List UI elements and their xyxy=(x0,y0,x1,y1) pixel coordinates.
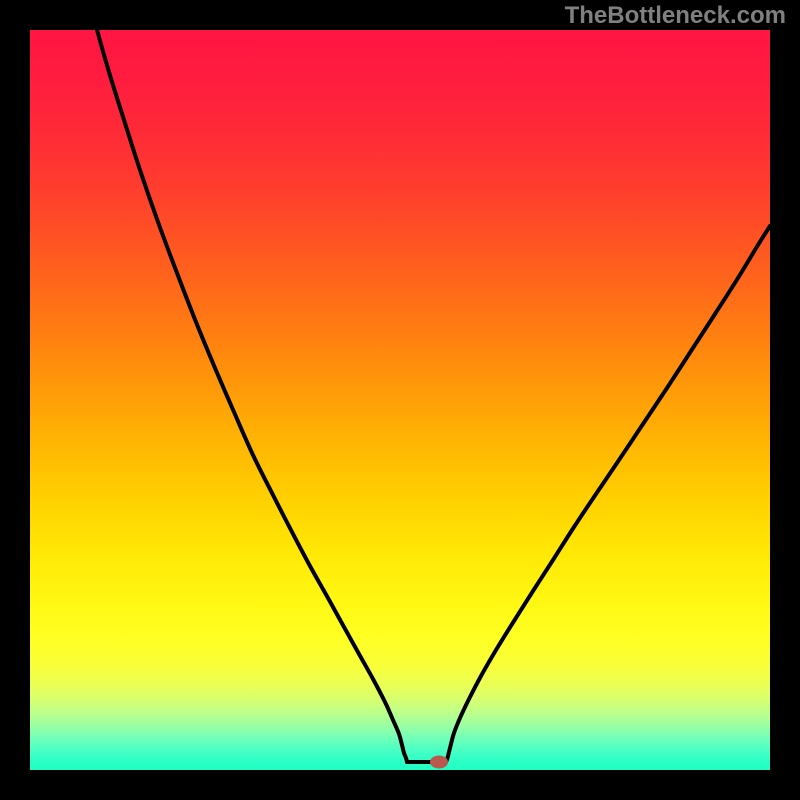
bottleneck-point xyxy=(430,756,448,769)
image-container: TheBottleneck.com xyxy=(0,0,800,800)
watermark-text: TheBottleneck.com xyxy=(565,2,786,30)
bottleneck-curve-plot xyxy=(30,30,770,770)
